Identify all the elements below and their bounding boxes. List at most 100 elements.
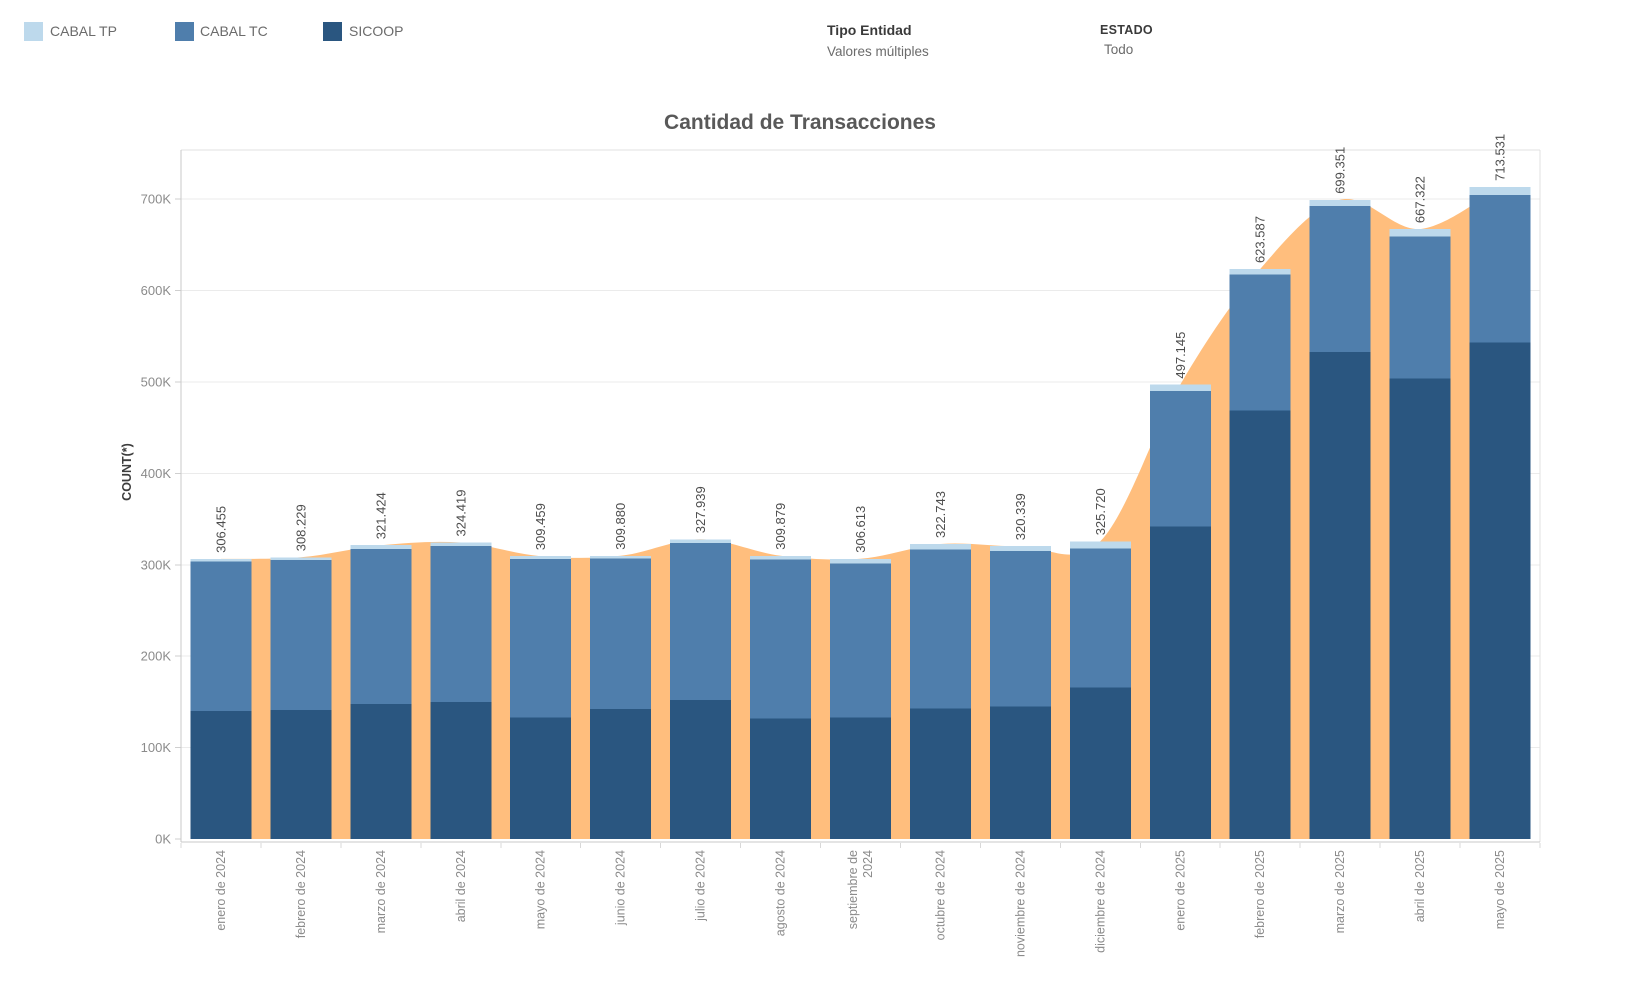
filter-estado-title: ESTADO [1100,23,1153,37]
bar-segment-sicoop-0[interactable] [190,711,252,839]
bar-segment-cabal-tc-1[interactable] [270,560,332,711]
bar-segment-cabal-tc-8[interactable] [830,563,891,718]
bar-segment-cabal-tc-16[interactable] [1469,195,1531,343]
bar-segment-cabal-tp-2[interactable] [350,545,412,549]
bar-segment-cabal-tp-10[interactable] [989,546,1051,551]
bar-segment-sicoop-6[interactable] [670,700,732,839]
y-axis-title: COUNT(*) [120,443,134,501]
bar-value-label: 320.339 [1013,493,1028,540]
x-axis-label: octubre de 2024 [933,850,947,940]
bar-segment-cabal-tp-9[interactable] [909,544,971,550]
bar-segment-cabal-tc-0[interactable] [190,561,252,711]
x-axis-label: abril de 2025 [1413,850,1427,922]
bar-value-label: 309.880 [613,503,628,550]
bar-segment-cabal-tc-12[interactable] [1149,391,1211,527]
bar-segment-sicoop-13[interactable] [1229,410,1291,839]
bar-segment-cabal-tc-9[interactable] [909,549,971,709]
bar-segment-cabal-tc-5[interactable] [590,558,652,710]
chart-title: Cantidad de Transacciones [664,111,936,134]
x-axis-label: mayo de 2024 [534,850,548,929]
bar-segment-sicoop-9[interactable] [909,708,971,839]
bar-segment-cabal-tp-7[interactable] [750,555,812,560]
bar-segment-cabal-tp-16[interactable] [1469,186,1531,195]
bar-segment-cabal-tp-14[interactable] [1309,199,1371,207]
bar-segment-cabal-tc-6[interactable] [670,542,732,701]
bar-segment-cabal-tc-4[interactable] [510,558,572,718]
bar-segment-cabal-tc-7[interactable] [750,559,812,719]
filter-estado-value[interactable]: Todo [1104,42,1134,57]
bar-segment-cabal-tp-13[interactable] [1229,269,1291,275]
bar-value-label: 324.419 [453,489,468,536]
bar-segment-sicoop-12[interactable] [1149,526,1211,839]
bar-value-label: 623.587 [1253,216,1268,263]
x-axis-label: junio de 2024 [614,850,628,926]
filter-tipo-entidad-title: Tipo Entidad [827,22,912,38]
bar-segment-sicoop-15[interactable] [1389,378,1451,839]
x-axis-label: febrero de 2025 [1253,850,1267,938]
bar-value-label: 309.879 [773,503,788,550]
legend-item-cabal-tp[interactable]: CABAL TP [50,23,117,39]
filter-tipo-entidad[interactable]: Tipo Entidad Valores múltiples [827,22,929,59]
bar-segment-sicoop-5[interactable] [590,709,652,839]
bar-value-label: 321.424 [373,492,388,539]
bar-segment-cabal-tp-1[interactable] [270,557,332,560]
x-axis-label: julio de 2024 [694,850,708,922]
bar-segment-cabal-tc-15[interactable] [1389,236,1451,379]
bar-value-label: 325.720 [1093,488,1108,535]
y-axis-label: 700K [141,192,172,207]
bar-segment-cabal-tp-3[interactable] [430,542,492,547]
x-axis-label: mayo de 2025 [1493,850,1507,929]
bar-segment-cabal-tc-13[interactable] [1229,274,1291,411]
y-axis-label: 200K [141,649,172,664]
bar-segment-sicoop-2[interactable] [350,703,412,839]
x-axis-label: agosto de 2024 [774,850,788,936]
bar-segment-sicoop-4[interactable] [510,717,572,839]
x-axis-label: abril de 2024 [454,850,468,922]
bar-segment-sicoop-16[interactable] [1469,342,1531,839]
bar-segment-cabal-tp-6[interactable] [670,539,732,543]
x-axis-label: septiembre de [846,850,860,929]
bar-segment-cabal-tc-3[interactable] [430,546,492,702]
bar-value-label: 699.351 [1333,147,1348,194]
bar-value-label: 309.459 [533,503,548,550]
bar-segment-cabal-tc-11[interactable] [1069,548,1131,688]
bar-segment-cabal-tp-11[interactable] [1069,541,1131,549]
filter-tipo-entidad-value[interactable]: Valores múltiples [827,44,929,59]
legend-swatch-sicoop [323,22,342,46]
x-axis-label: diciembre de 2024 [1093,850,1107,953]
x-axis-label: enero de 2024 [214,850,228,931]
bar-segment-cabal-tp-5[interactable] [590,555,652,559]
bar-segment-cabal-tp-15[interactable] [1389,229,1451,237]
bar-segment-cabal-tc-14[interactable] [1309,206,1371,352]
y-axis-label: 600K [141,283,172,298]
y-axis-label: 100K [141,740,172,755]
bar-segment-cabal-tp-12[interactable] [1149,384,1211,391]
bar-segment-cabal-tc-10[interactable] [989,550,1051,707]
cabal-tc-swatch-icon [175,22,194,41]
bar-segment-cabal-tc-2[interactable] [350,548,412,704]
bar-segment-sicoop-10[interactable] [989,706,1051,840]
bar-value-label: 327.939 [693,486,708,533]
bar-value-label: 306.613 [853,506,868,553]
bar-value-label: 308.229 [293,504,308,551]
y-axis-label: 300K [141,557,172,572]
legend-item-cabal-tc[interactable]: CABAL TC [200,23,268,39]
bar-value-label: 713.531 [1493,134,1508,181]
filter-estado[interactable]: ESTADO Todo [1100,23,1153,57]
bar-segment-sicoop-3[interactable] [430,701,492,839]
bar-segment-sicoop-11[interactable] [1069,687,1131,839]
x-axis-label: 2024 [861,850,875,878]
bar-segment-cabal-tp-8[interactable] [830,558,891,564]
bar-value-label: 306.455 [213,506,228,553]
bar-segment-sicoop-7[interactable] [750,718,812,839]
bar-segment-sicoop-8[interactable] [830,717,891,839]
bar-segment-cabal-tp-0[interactable] [190,558,252,562]
bar-segment-sicoop-14[interactable] [1309,351,1371,839]
bar-segment-sicoop-1[interactable] [270,710,332,839]
x-axis-label: marzo de 2024 [374,850,388,933]
legend-item-sicoop[interactable]: SICOOP [349,23,404,39]
x-axis-label: marzo de 2025 [1333,850,1347,933]
bar-segment-cabal-tp-4[interactable] [510,556,572,559]
